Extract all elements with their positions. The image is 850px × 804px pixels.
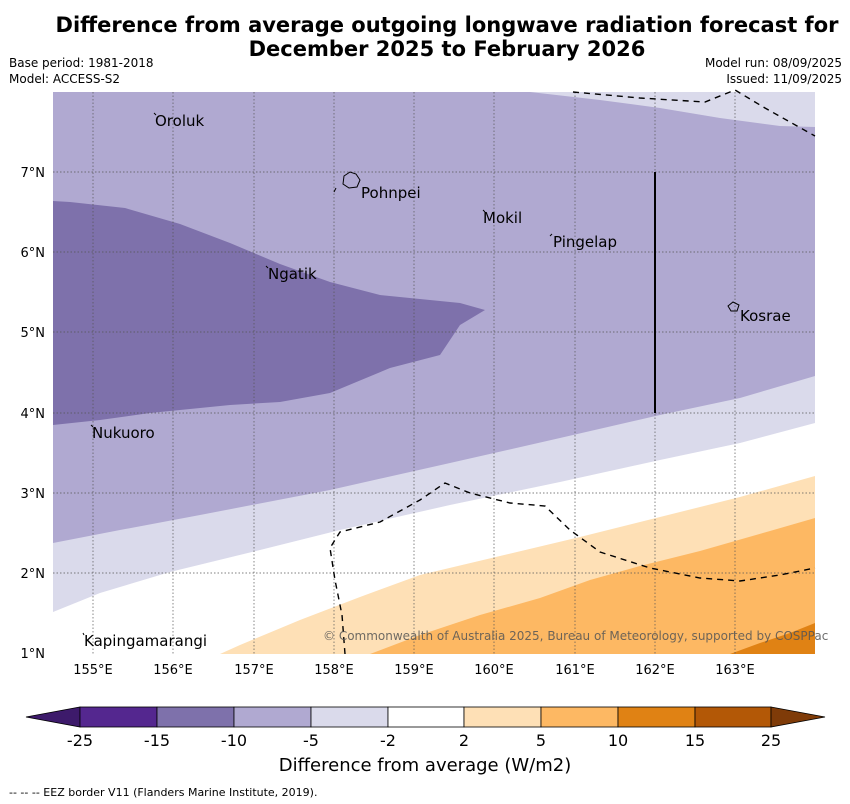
colorbar-tick-2: -15 (144, 731, 170, 750)
kosrae-island-icon (727, 301, 740, 312)
band-10-15 (730, 623, 815, 654)
lon-label-155: 155°E (73, 663, 113, 678)
colorbar-tick-4: -5 (303, 731, 319, 750)
band-5-10 (370, 518, 815, 654)
model-run-date: Model run: 08/09/2025 (704, 56, 842, 70)
label-nukuoro: Nukuoro (92, 424, 155, 442)
label-pingelap: Pingelap (553, 233, 617, 251)
eez-border-south (329, 482, 816, 655)
pingelap-atoll-icon (549, 233, 553, 237)
colorbar-swatch-8 (617, 706, 696, 728)
lon-label-156: 156°E (153, 663, 193, 678)
label-kosrae: Kosrae (740, 307, 791, 325)
eez-footnote: -- -- -- EEZ border V11 (Flanders Marine… (9, 786, 318, 799)
eez-border-north (572, 89, 816, 137)
ngatik-atoll-icon (265, 265, 269, 269)
colorbar-swatch-3 (233, 706, 312, 728)
title-line-1: Difference from average outgoing longwav… (55, 13, 839, 37)
lon-label-157: 157°E (234, 663, 274, 678)
colorbar-max-arrow (770, 706, 826, 728)
pohnpei-islet-icon (333, 187, 337, 193)
shaded-field (53, 92, 815, 654)
lon-label-158: 158°E (314, 663, 354, 678)
label-mokil: Mokil (483, 209, 522, 227)
band-minus15-minus10 (53, 201, 485, 425)
lon-label-159: 159°E (394, 663, 434, 678)
lat-label-7: 7°N (21, 166, 46, 181)
colorbar-tick-3: -10 (221, 731, 247, 750)
colorbar-min-arrow (25, 706, 81, 728)
label-ngatik: Ngatik (268, 265, 317, 283)
model-info: Base period: 1981-2018 Model: ACCESS-S2 (9, 55, 154, 87)
colorbar-swatch-6 (463, 706, 542, 728)
kapingamarangi-atoll-icon (82, 632, 85, 636)
colorbar-tick-8: 10 (608, 731, 628, 750)
lat-label-1: 1°N (21, 647, 46, 662)
issued-date: Issued: 11/09/2025 (726, 72, 842, 86)
label-oroluk: Oroluk (155, 112, 204, 130)
oroluk-atoll-icon (153, 112, 157, 116)
run-info: Model run: 08/09/2025 Issued: 11/09/2025 (705, 55, 842, 87)
colorbar-swatch-2 (156, 706, 235, 728)
label-kapingamarangi: Kapingamarangi (84, 632, 207, 650)
colorbar-tick-6: 2 (459, 731, 469, 750)
islands (82, 112, 740, 636)
colorbar-swatch-5 (387, 706, 465, 728)
colorbar-swatch-7 (540, 706, 619, 728)
colorbar-title: Difference from average (W/m2) (278, 755, 572, 776)
colorbar-swatch-9 (694, 706, 772, 728)
nukuoro-atoll-icon (90, 424, 94, 428)
base-period: Base period: 1981-2018 (9, 56, 154, 70)
colorbar (25, 706, 826, 728)
label-pohnpei: Pohnpei (361, 184, 421, 202)
lon-label-162: 162°E (635, 663, 675, 678)
colorbar-swatch-4 (310, 706, 389, 728)
copyright-notice: © Commonwealth of Australia 2025, Bureau… (323, 629, 828, 643)
colorbar-tick-1: -25 (67, 731, 93, 750)
mokil-atoll-icon (482, 209, 486, 213)
band-minus5-minus2-north (530, 92, 815, 127)
lat-label-5: 5°N (21, 326, 46, 341)
lat-label-4: 4°N (21, 407, 46, 422)
lat-label-2: 2°N (21, 567, 46, 582)
lon-label-160: 160°E (474, 663, 514, 678)
lon-label-163: 163°E (715, 663, 755, 678)
map-title: Difference from average outgoing longwav… (0, 13, 850, 61)
title-line-2: December 2025 to February 2026 (248, 37, 646, 61)
colorbar-tick-7: 5 (536, 731, 546, 750)
eez-borders (329, 89, 816, 655)
lon-label-161: 161°E (555, 663, 595, 678)
colorbar-swatch-1 (79, 706, 158, 728)
model-name: Model: ACCESS-S2 (9, 72, 121, 86)
colorbar-tick-9: 15 (685, 731, 705, 750)
pohnpei-island-icon (342, 171, 361, 189)
colorbar-tick-5: -2 (380, 731, 396, 750)
lat-label-3: 3°N (21, 487, 46, 502)
lat-label-6: 6°N (21, 246, 46, 261)
colorbar-tick-10: 25 (761, 731, 781, 750)
